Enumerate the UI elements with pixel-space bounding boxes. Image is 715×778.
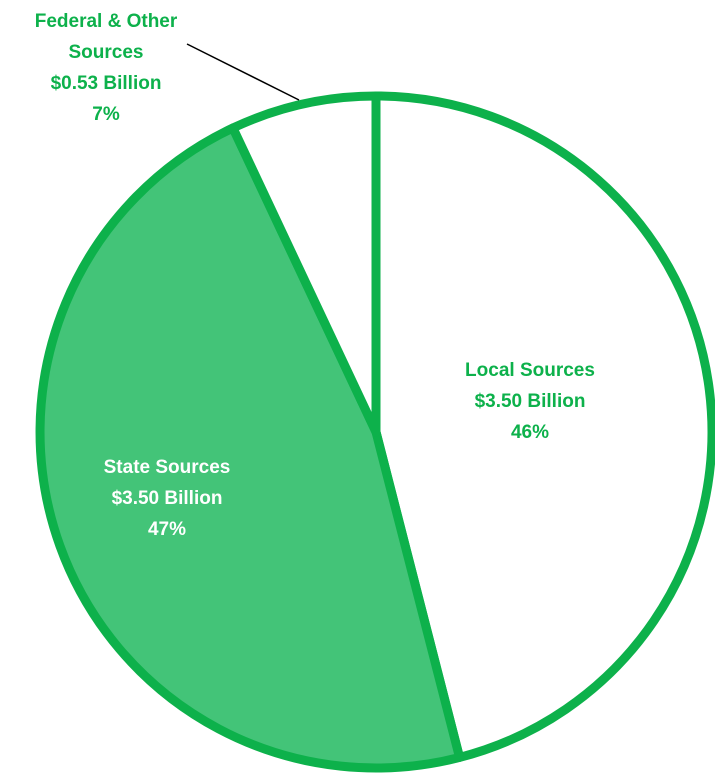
slice-label-line: $3.50 Billion — [475, 391, 586, 412]
pie-labels: Local Sources $3.50 Billion 46% State Sourc… — [35, 11, 595, 540]
slice-label-line: Federal & Other — [35, 11, 178, 32]
slice-label-line: $0.53 Billion — [51, 73, 162, 94]
slice-label-line: 47% — [148, 519, 186, 540]
slice-label-line: 46% — [511, 422, 549, 443]
slice-label-line: $3.50 Billion — [112, 488, 223, 509]
pie-slice-federal-other-sources — [228, 91, 381, 437]
pie-slice-state-sources — [35, 123, 465, 773]
slice-label-federal-other-sources: Federal & Other Sources $0.53 Billion 7% — [35, 11, 178, 125]
slice-label-local-sources: Local Sources $3.50 Billion 46% — [465, 360, 595, 443]
slice-label-state-sources: State Sources $3.50 Billion 47% — [104, 457, 231, 540]
pie-slices — [35, 91, 715, 773]
pie-slice-local-sources — [371, 91, 715, 762]
slice-label-line: Local Sources — [465, 360, 595, 381]
slice-label-line: 7% — [92, 104, 120, 125]
slice-label-line: State Sources — [104, 457, 231, 478]
federal-leader-line — [186, 43, 300, 101]
slice-label-line: Sources — [69, 42, 144, 63]
